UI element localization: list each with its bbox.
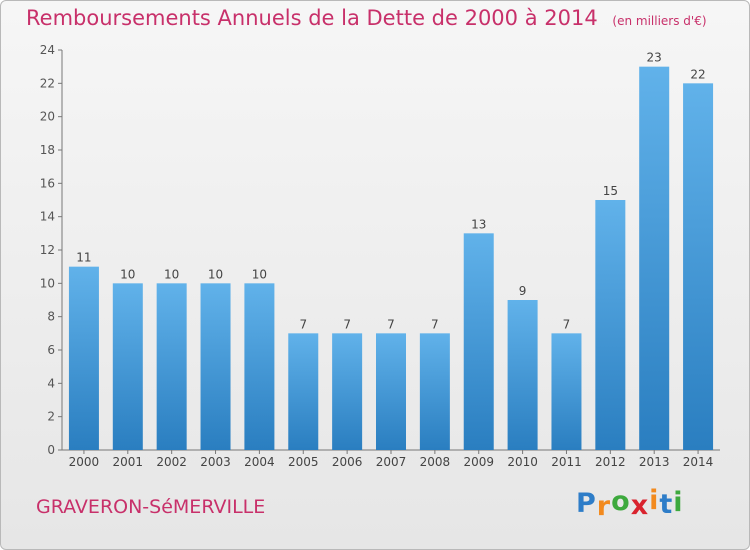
x-tick-label: 2006 <box>332 455 363 469</box>
bar-2000 <box>68 266 99 450</box>
bar-value-label: 10 <box>120 267 135 281</box>
x-tick-label: 2011 <box>551 455 582 469</box>
x-tick-label: 2009 <box>463 455 494 469</box>
bar-2009 <box>463 233 494 450</box>
bar-2002 <box>156 283 187 450</box>
x-tick-label: 2013 <box>639 455 670 469</box>
logo-letter: x <box>630 490 650 521</box>
bar-value-label: 7 <box>431 317 439 331</box>
x-tick-label: 2000 <box>69 455 100 469</box>
x-tick-label: 2010 <box>507 455 538 469</box>
bar-value-label: 7 <box>343 317 351 331</box>
bar-2005 <box>288 333 319 450</box>
y-tick-label: 4 <box>47 376 55 390</box>
proxiti-logo: Proxiti <box>576 485 684 522</box>
bar-2010 <box>507 300 538 450</box>
x-tick-label: 2001 <box>113 455 144 469</box>
x-tick-label: 2003 <box>200 455 231 469</box>
bar-2013 <box>639 66 670 451</box>
x-tick-label: 2008 <box>420 455 451 469</box>
logo-letter: t <box>659 489 674 520</box>
x-tick-label: 2002 <box>156 455 187 469</box>
bar-2011 <box>551 333 582 450</box>
logo-letter: i <box>673 487 684 518</box>
y-tick-label: 6 <box>47 343 55 357</box>
bar-value-label: 23 <box>647 51 662 65</box>
y-tick-label: 18 <box>40 143 55 157</box>
y-tick-label: 24 <box>40 43 55 57</box>
bar-value-label: 10 <box>252 267 267 281</box>
bar-2012 <box>595 200 626 450</box>
bar-value-label: 11 <box>76 251 91 265</box>
bar-2006 <box>332 333 363 450</box>
x-tick-label: 2007 <box>376 455 407 469</box>
logo-letter: o <box>611 486 631 517</box>
bar-value-label: 10 <box>208 267 223 281</box>
chart-title-text: Remboursements Annuels de la Dette de 20… <box>26 6 598 30</box>
bar-value-label: 15 <box>603 184 618 198</box>
bar-value-label: 13 <box>471 217 486 231</box>
y-tick-label: 0 <box>47 443 55 457</box>
chart-title: Remboursements Annuels de la Dette de 20… <box>26 6 707 30</box>
y-tick-label: 22 <box>40 76 55 90</box>
x-tick-label: 2014 <box>683 455 714 469</box>
bar-value-label: 22 <box>690 67 705 81</box>
city-name: GRAVERON-SéMERVILLE <box>36 496 266 518</box>
logo-letter: i <box>649 485 660 516</box>
bar-2014 <box>683 83 714 450</box>
bar-value-label: 9 <box>519 284 527 298</box>
bar-2007 <box>376 333 406 450</box>
chart-unit-label: (en milliers d'€) <box>612 14 707 28</box>
logo-letter: P <box>576 488 597 519</box>
bar-2004 <box>244 283 275 450</box>
x-tick-label: 2004 <box>244 455 275 469</box>
y-tick-label: 12 <box>40 243 55 257</box>
y-tick-label: 16 <box>40 176 55 190</box>
y-tick-label: 2 <box>47 410 55 424</box>
logo-letter: r <box>596 491 612 522</box>
y-tick-label: 14 <box>40 210 55 224</box>
bar-value-label: 10 <box>164 267 179 281</box>
bar-value-label: 7 <box>563 317 571 331</box>
y-tick-label: 8 <box>47 310 55 324</box>
bar-2001 <box>112 283 143 450</box>
bar-value-label: 7 <box>299 317 307 331</box>
bar-value-label: 7 <box>387 317 395 331</box>
y-tick-label: 20 <box>40 110 55 124</box>
x-tick-label: 2005 <box>288 455 319 469</box>
x-tick-label: 2012 <box>595 455 626 469</box>
bar-2003 <box>200 283 231 450</box>
y-tick-label: 10 <box>40 276 55 290</box>
bar-2008 <box>419 333 450 450</box>
